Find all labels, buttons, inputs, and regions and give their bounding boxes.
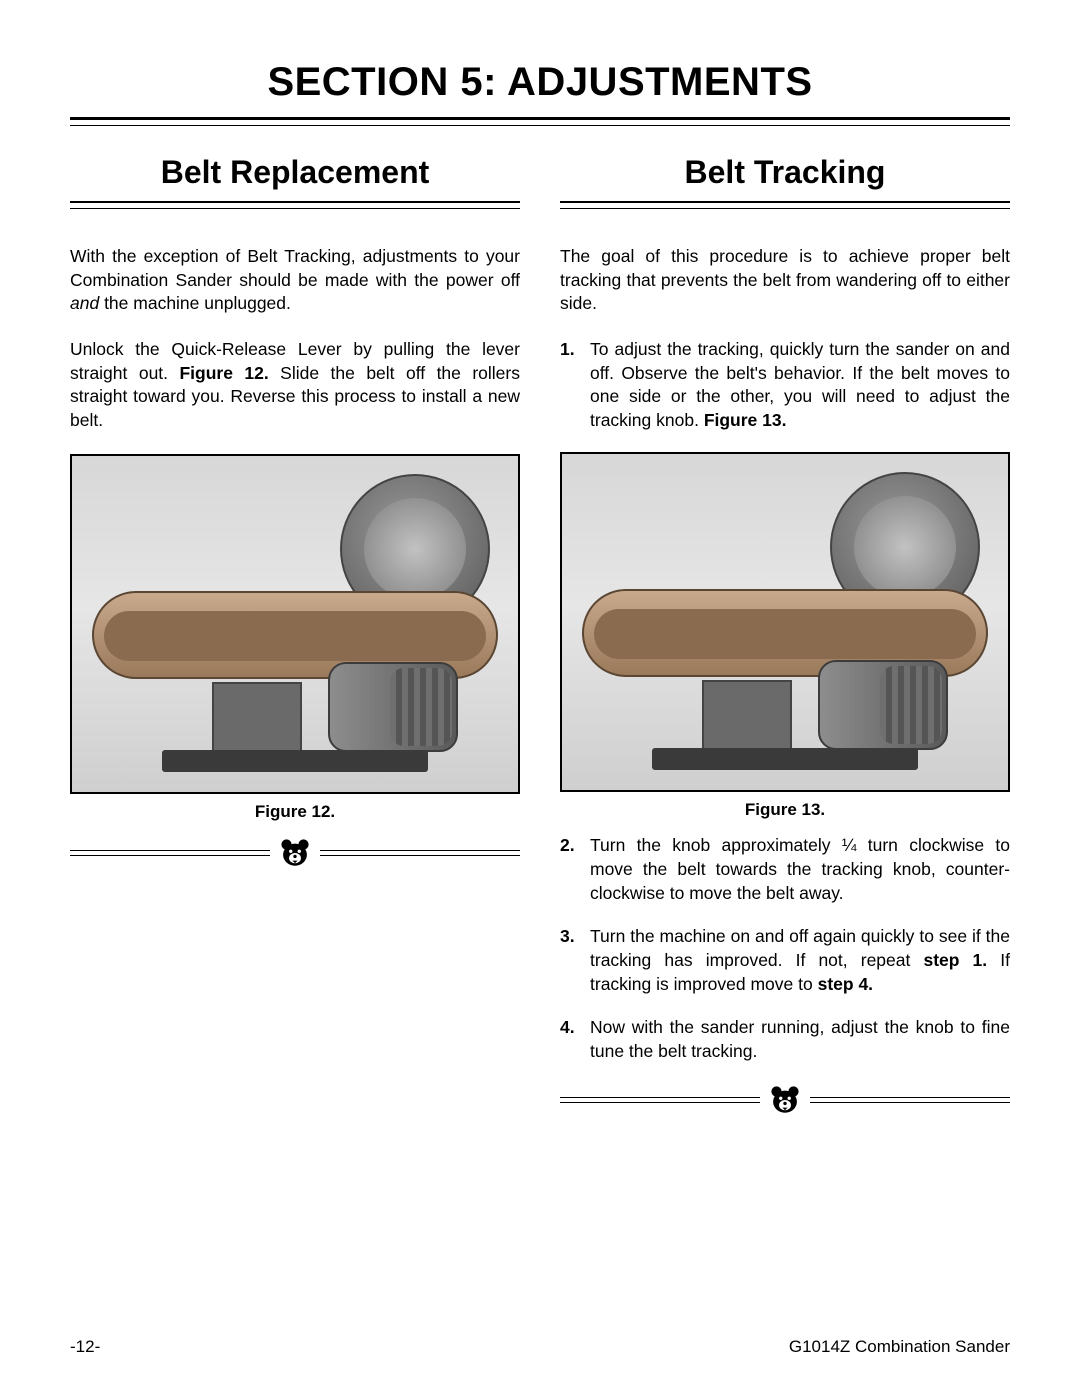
belt-replacement-heading: Belt Replacement	[70, 154, 520, 191]
figure-13-image	[560, 452, 1010, 792]
document-title: G1014Z Combination Sander	[789, 1337, 1010, 1357]
section-title: SECTION 5: ADJUSTMENTS	[70, 60, 1010, 105]
figure-12-image	[70, 454, 520, 794]
sander-motor-illustration	[818, 660, 948, 750]
step-2: 2. Turn the knob approximately ¼ turn cl…	[560, 834, 1010, 905]
step-number: 2.	[560, 834, 590, 905]
belt-tracking-heading: Belt Tracking	[560, 154, 1010, 191]
step-text: To adjust the tracking, quickly turn the…	[590, 338, 1010, 433]
step-text: Turn the machine on and off again quickl…	[590, 925, 1010, 996]
tracking-intro-para: The goal of this procedure is to achieve…	[560, 245, 1010, 316]
tracking-steps-list-cont: 2. Turn the knob approximately ¼ turn cl…	[560, 834, 1010, 1063]
bear-icon	[278, 836, 312, 870]
sander-motor-illustration	[328, 662, 458, 752]
section-rule	[70, 117, 1010, 126]
bear-icon	[768, 1083, 802, 1117]
replacement-steps-para: Unlock the Quick-Release Lever by pullin…	[70, 338, 520, 433]
step-number: 1.	[560, 338, 590, 433]
ornament-line	[810, 1097, 1010, 1103]
left-column: Belt Replacement With the exception of B…	[70, 154, 520, 1117]
right-column: Belt Tracking The goal of this procedure…	[560, 154, 1010, 1117]
two-column-layout: Belt Replacement With the exception of B…	[70, 154, 1010, 1117]
heading-rule	[70, 201, 520, 209]
sander-stand-illustration	[702, 680, 792, 750]
tracking-steps-list: 1. To adjust the tracking, quickly turn …	[560, 338, 1010, 433]
step-ref: step 4.	[818, 974, 873, 994]
section-end-ornament	[560, 1083, 1010, 1117]
step-text: Now with the sander running, adjust the …	[590, 1016, 1010, 1063]
figure-ref: Figure 12.	[179, 363, 268, 383]
section-end-ornament	[70, 836, 520, 870]
sander-stand-illustration	[212, 682, 302, 752]
step-1: 1. To adjust the tracking, quickly turn …	[560, 338, 1010, 433]
ornament-line	[70, 850, 270, 856]
step-3: 3. Turn the machine on and off again qui…	[560, 925, 1010, 996]
step-ref: step 1.	[923, 950, 987, 970]
sander-base-illustration	[162, 750, 428, 772]
text: the machine unplugged.	[99, 293, 291, 313]
step-4: 4. Now with the sander running, adjust t…	[560, 1016, 1010, 1063]
step-number: 3.	[560, 925, 590, 996]
step-number: 4.	[560, 1016, 590, 1063]
sander-base-illustration	[652, 748, 918, 770]
replacement-intro-para: With the exception of Belt Tracking, adj…	[70, 245, 520, 316]
text: To adjust the tracking, quickly turn the…	[590, 339, 1010, 430]
figure-12-caption: Figure 12.	[70, 802, 520, 822]
text-italic: and	[70, 293, 99, 313]
step-text: Turn the knob approximately ¼ turn clock…	[590, 834, 1010, 905]
heading-rule	[560, 201, 1010, 209]
figure-13-caption: Figure 13.	[560, 800, 1010, 820]
ornament-line	[560, 1097, 760, 1103]
ornament-line	[320, 850, 520, 856]
page-number: -12-	[70, 1337, 100, 1357]
text: With the exception of Belt Tracking, adj…	[70, 246, 520, 290]
figure-ref: Figure 13.	[704, 410, 787, 430]
page-footer: -12- G1014Z Combination Sander	[70, 1337, 1010, 1357]
